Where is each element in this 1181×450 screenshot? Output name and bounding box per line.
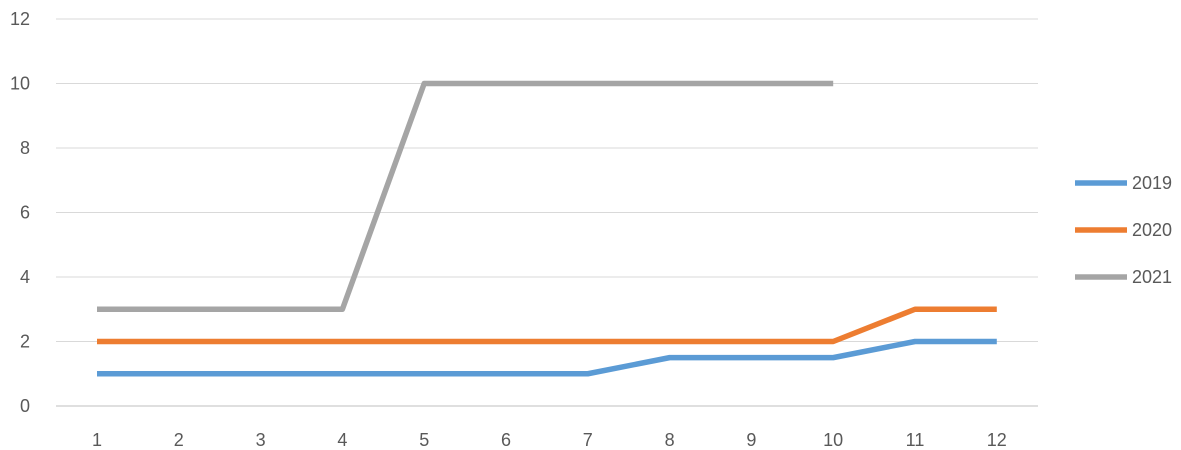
y-tick-label: 12 (10, 9, 30, 29)
legend-label: 2020 (1132, 220, 1172, 240)
x-tick-label: 4 (337, 430, 347, 450)
series-lines (97, 80, 997, 377)
legend-label: 2019 (1132, 173, 1172, 193)
x-tick-label: 10 (823, 430, 843, 450)
x-tick-label: 5 (419, 430, 429, 450)
series-line-2019 (97, 338, 997, 377)
legend-item-2019: 2019 (1075, 173, 1172, 193)
series-line-2021 (97, 80, 834, 312)
legend-label: 2021 (1132, 267, 1172, 287)
x-tick-label: 8 (665, 430, 675, 450)
legend-item-2020: 2020 (1075, 220, 1172, 240)
series-line-2020 (97, 306, 997, 345)
y-tick-label: 0 (20, 396, 30, 416)
legend: 2019 2020 2021 (1075, 173, 1172, 287)
x-tick-label: 1 (92, 430, 102, 450)
x-tick-label: 2 (174, 430, 184, 450)
y-tick-label: 4 (20, 267, 30, 287)
legend-item-2021: 2021 (1075, 267, 1172, 287)
x-tick-label: 11 (906, 430, 925, 450)
x-tick-label: 7 (583, 430, 593, 450)
y-tick-label: 8 (20, 138, 30, 158)
x-tick-label: 3 (256, 430, 266, 450)
x-tick-label: 12 (987, 430, 1007, 450)
y-tick-label: 2 (20, 332, 30, 352)
x-tick-label: 6 (501, 430, 511, 450)
x-tick-label: 9 (746, 430, 756, 450)
y-tick-label: 6 (20, 203, 30, 223)
y-tick-label: 10 (10, 74, 30, 94)
